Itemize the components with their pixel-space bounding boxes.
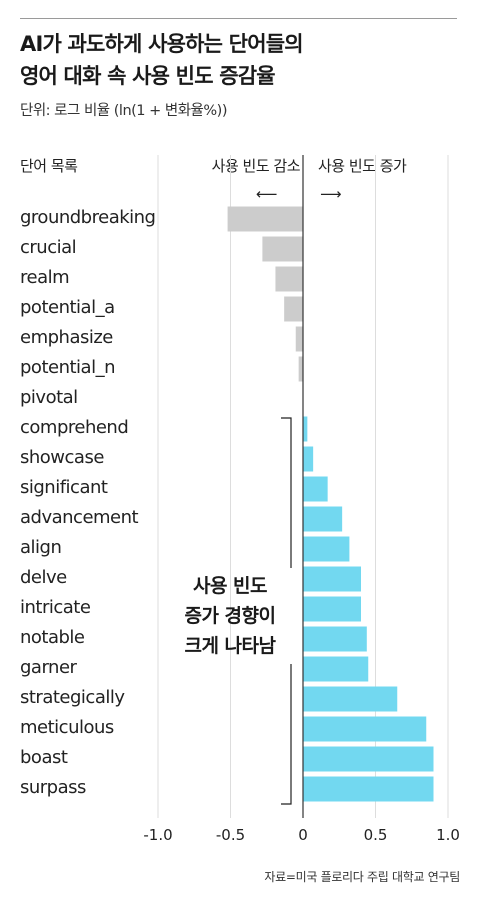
- word-label: meticulous: [20, 717, 114, 738]
- bar-crucial: [262, 236, 303, 262]
- bar-potential_a: [284, 296, 303, 322]
- bar-surpass: [303, 776, 434, 802]
- callout-line-1: 사용 빈도: [192, 575, 268, 597]
- chart-title: AI가 과도하게 사용하는 단어들의 영어 대화 속 사용 빈도 증감율: [20, 28, 460, 92]
- x-tick-label: -0.5: [216, 826, 245, 844]
- word-label: strategically: [20, 687, 125, 708]
- word-label: significant: [20, 477, 108, 498]
- callout-line-2: 증가 경향이: [184, 605, 276, 627]
- word-label: advancement: [20, 507, 139, 528]
- bar-emphasize: [295, 326, 303, 352]
- word-label: realm: [20, 267, 70, 288]
- word-label: emphasize: [20, 327, 113, 348]
- word-label: comprehend: [20, 417, 129, 438]
- word-label: potential_n: [20, 357, 115, 378]
- left-arrow-icon: ⟵: [256, 185, 278, 203]
- word-label: potential_a: [20, 297, 115, 318]
- word-label: notable: [20, 627, 85, 648]
- word-label: showcase: [20, 447, 104, 468]
- word-label: groundbreaking: [20, 207, 156, 228]
- bar-delve: [303, 566, 361, 592]
- top-rule: [20, 18, 457, 19]
- x-tick-label: 1.0: [436, 826, 460, 844]
- chart-subtitle: 단위: 로그 비율 (ln(1 + 변화율%)): [20, 103, 228, 119]
- callout-line-3: 크게 나타남: [184, 635, 276, 657]
- bar-potential_n: [298, 356, 303, 382]
- bar-garner: [303, 656, 369, 682]
- title-line-2: 영어 대화 속 사용 빈도 증감율: [20, 64, 276, 88]
- bar-advancement: [303, 506, 343, 532]
- increase-label: 사용 빈도 증가: [318, 157, 407, 175]
- bar-strategically: [303, 686, 398, 712]
- bar-comprehend: [303, 416, 308, 442]
- title-line-1: AI가 과도하게 사용하는 단어들의: [20, 32, 304, 56]
- x-tick-label: 0.5: [364, 826, 388, 844]
- bar-meticulous: [303, 716, 427, 742]
- x-tick-label: -1.0: [143, 826, 172, 844]
- word-label: boast: [20, 747, 68, 768]
- bar-notable: [303, 626, 367, 652]
- decrease-label: 사용 빈도 감소: [211, 157, 301, 175]
- bar-align: [303, 536, 350, 562]
- source-note: 자료=미국 플로리다 주립 대학교 연구팀: [264, 870, 460, 884]
- word-label: intricate: [20, 597, 91, 618]
- word-label: surpass: [20, 777, 86, 798]
- word-list-header: 단어 목록: [20, 157, 78, 175]
- bar-boast: [303, 746, 434, 772]
- bar-intricate: [303, 596, 361, 622]
- bar-realm: [275, 266, 303, 292]
- right-arrow-icon: ⟶: [320, 185, 342, 203]
- word-label: align: [20, 537, 62, 558]
- word-label: delve: [20, 567, 67, 588]
- word-label: crucial: [20, 237, 77, 258]
- word-label: garner: [20, 657, 77, 678]
- bar-significant: [303, 476, 328, 502]
- bar-showcase: [303, 446, 314, 472]
- bracket-gap: [289, 568, 293, 664]
- word-label: pivotal: [20, 387, 78, 408]
- bar-groundbreaking: [227, 206, 303, 232]
- x-tick-label: 0: [298, 826, 308, 844]
- callout-text: 사용 빈도 증가 경향이 크게 나타남: [177, 571, 283, 661]
